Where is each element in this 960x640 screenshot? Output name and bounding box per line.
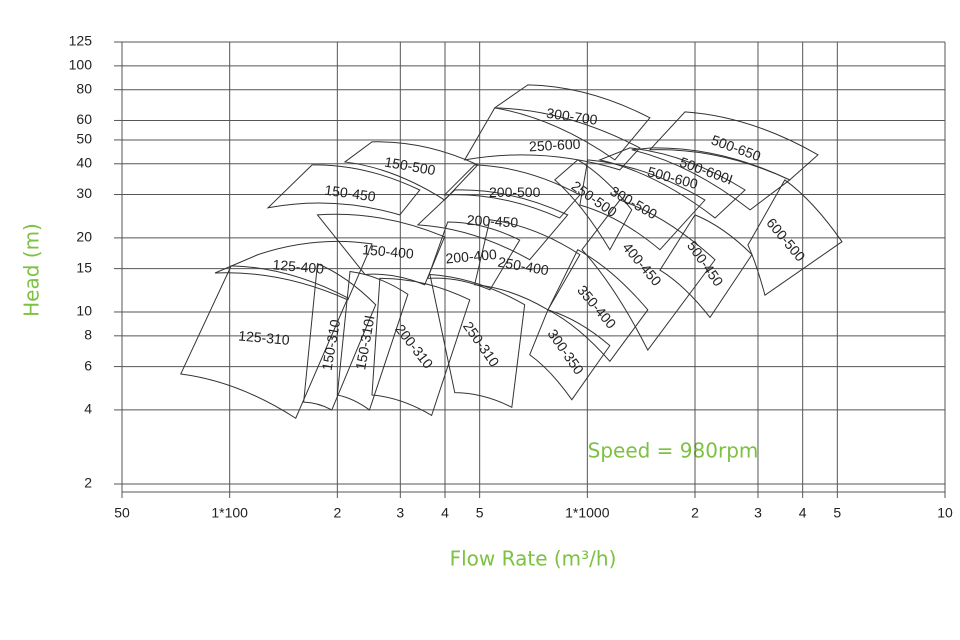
pump-region	[598, 147, 746, 219]
region-label: 400-450	[620, 239, 665, 289]
x-tick-label: 4	[441, 505, 449, 521]
pump-region	[579, 159, 706, 251]
y-tick-label: 6	[84, 357, 92, 373]
x-tick-label: 3	[754, 505, 762, 521]
y-tick-label: 15	[76, 259, 92, 275]
y-tick-label: 60	[76, 111, 92, 127]
region-label: 200-500	[489, 184, 541, 200]
y-tick-label: 125	[69, 33, 93, 49]
x-tick-label: 2	[333, 505, 341, 521]
region-label: 150-450	[324, 182, 377, 205]
region-label: 125-400	[272, 256, 325, 276]
pump-region	[659, 214, 753, 319]
x-tick-label: 1*100	[211, 505, 248, 521]
region-label: 125-310	[238, 327, 291, 347]
pump-region	[416, 189, 569, 261]
y-tick-label: 30	[76, 185, 92, 201]
y-tick-label: 20	[76, 229, 92, 245]
y-tick-label: 2	[84, 475, 92, 491]
pump-region	[371, 277, 471, 417]
region-label: 300-350	[545, 326, 588, 377]
x-tick-label: 10	[937, 505, 953, 521]
y-tick-label: 100	[69, 57, 93, 73]
x-tick-label: 50	[114, 505, 130, 521]
x-tick-label: 1*1000	[565, 505, 610, 521]
x-axis-title: Flow Rate (m³/h)	[450, 547, 617, 571]
pump-region	[747, 179, 843, 297]
region-label: 250-310	[460, 318, 503, 369]
pump-region	[443, 164, 581, 219]
x-tick-label: 5	[833, 505, 841, 521]
region-label: 150-400	[362, 241, 415, 261]
pump-region	[427, 221, 521, 291]
y-axis-title: Head (m)	[20, 223, 44, 317]
region-label: 150-310	[319, 318, 344, 372]
pump-region	[214, 240, 373, 301]
x-tick-label: 3	[396, 505, 404, 521]
x-tick-label: 2	[691, 505, 699, 521]
region-label: 250-600	[529, 136, 581, 155]
y-tick-label: 80	[76, 80, 92, 96]
region-label: 250-400	[497, 254, 551, 279]
pump-region	[266, 164, 421, 216]
pump-region	[316, 213, 446, 286]
pump-region	[180, 265, 349, 419]
pump-region	[581, 199, 716, 352]
region-label: 200-310	[392, 321, 436, 372]
pump-region	[473, 219, 581, 311]
pump-region	[463, 107, 641, 171]
region-label: 150-500	[383, 154, 437, 179]
pump-region	[631, 147, 791, 211]
region-label: 300-500	[608, 183, 661, 223]
y-tick-label: 4	[84, 401, 92, 417]
pump-region	[554, 159, 633, 251]
pump-region	[429, 273, 526, 409]
region-label: 300-700	[545, 105, 598, 128]
pump-region	[303, 263, 377, 411]
x-tick-label: 4	[799, 505, 807, 521]
annotation: Speed = 980rpm	[588, 439, 759, 463]
y-tick-label: 40	[76, 154, 92, 170]
region-label: 500-450	[684, 238, 727, 289]
region-label: 600-500	[763, 215, 808, 265]
pump-region	[493, 84, 651, 161]
pump-region	[547, 249, 649, 363]
x-tick-label: 5	[476, 505, 484, 521]
pump-region	[529, 309, 611, 401]
y-tick-label: 50	[76, 131, 92, 147]
pump-region	[336, 270, 409, 411]
region-label: 200-450	[467, 212, 519, 231]
pump-region	[648, 111, 819, 181]
y-tick-label: 10	[76, 303, 92, 319]
region-label: 200-400	[445, 246, 498, 266]
y-tick-label: 8	[84, 327, 92, 343]
